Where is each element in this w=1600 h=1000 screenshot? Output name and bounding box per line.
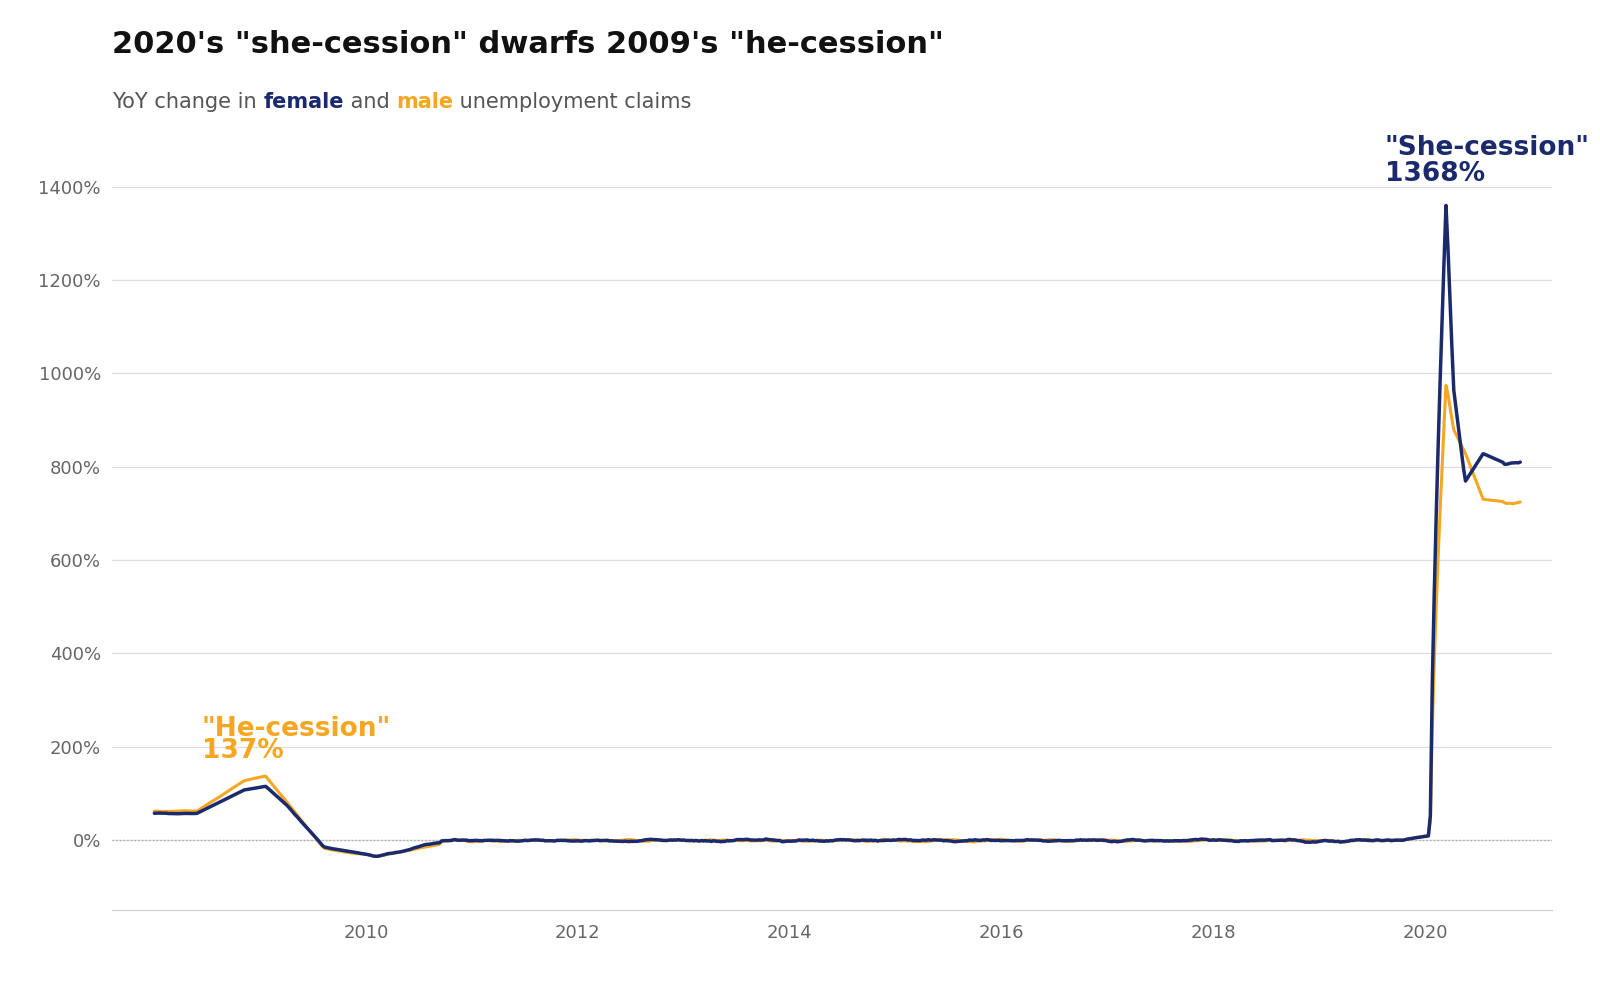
Text: "She-cession": "She-cession" — [1384, 135, 1590, 161]
Text: YoY change in: YoY change in — [112, 92, 264, 112]
Text: and: and — [344, 92, 397, 112]
Text: "He-cession": "He-cession" — [202, 716, 392, 742]
Text: 1368%: 1368% — [1384, 161, 1485, 187]
Text: male: male — [397, 92, 453, 112]
Text: female: female — [264, 92, 344, 112]
Text: unemployment claims: unemployment claims — [453, 92, 691, 112]
Text: 2020's "she-cession" dwarfs 2009's "he-cession": 2020's "she-cession" dwarfs 2009's "he-c… — [112, 30, 944, 59]
Text: 137%: 137% — [202, 738, 283, 764]
